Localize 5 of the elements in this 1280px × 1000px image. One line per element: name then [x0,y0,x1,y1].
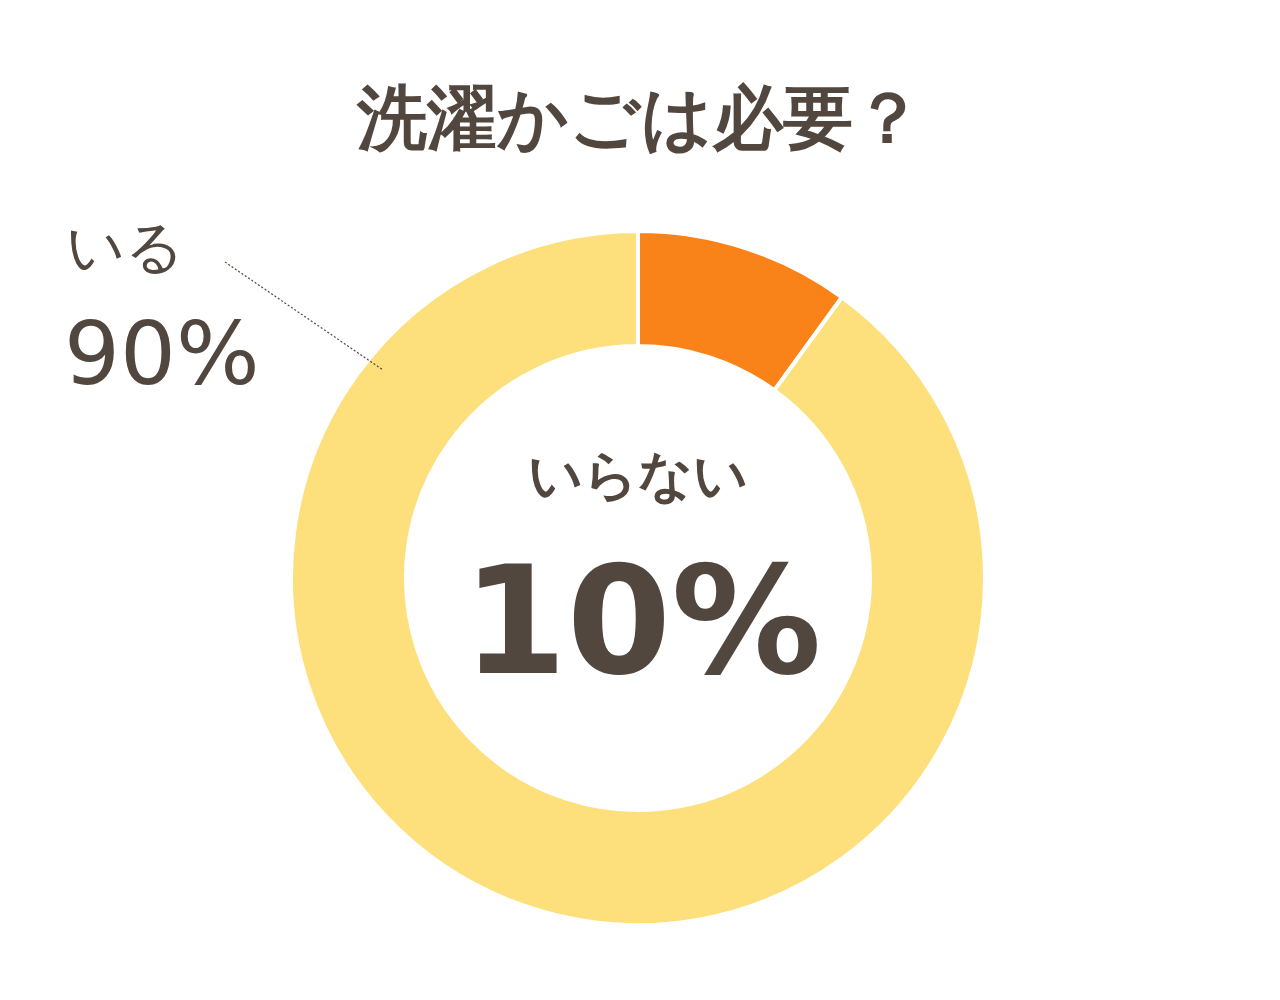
slice-label: いる [66,213,184,281]
slice-label: いらない [528,444,748,507]
chart-title: 洗濯かごは必要？ [356,77,923,159]
data-label: 90% [64,302,260,405]
data-label: 10% [462,534,822,708]
